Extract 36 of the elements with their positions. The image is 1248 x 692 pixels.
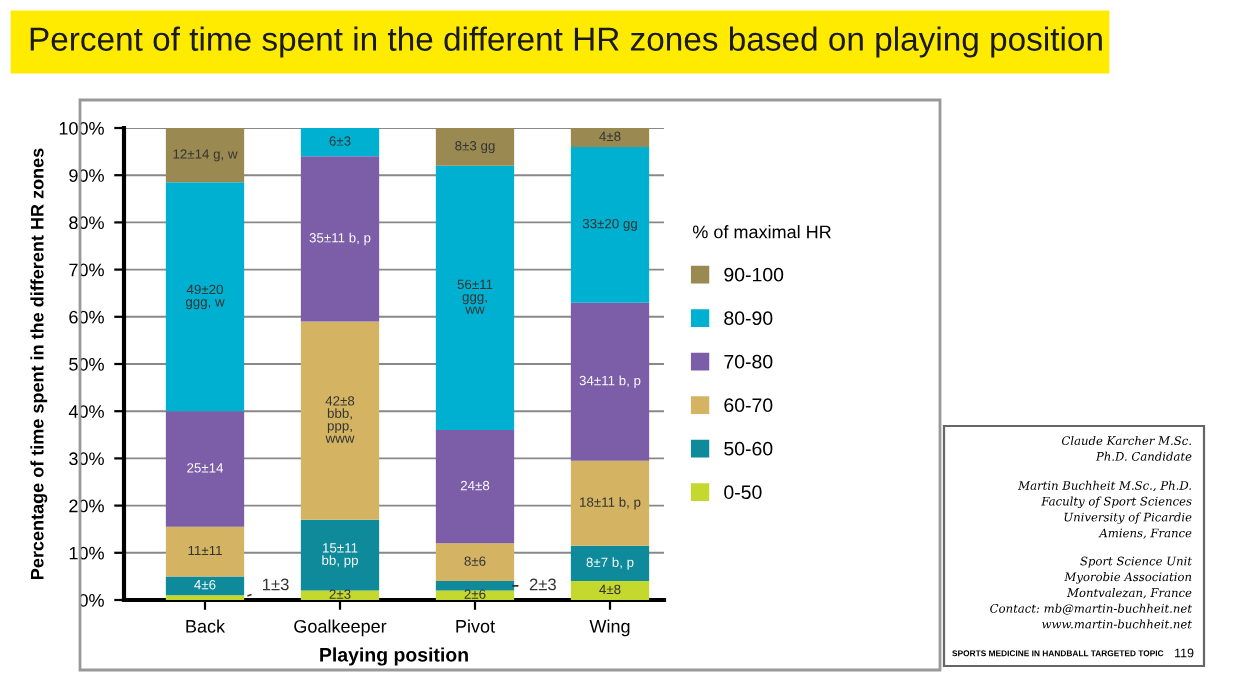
x-tick-label: Back (186, 619, 226, 633)
bar (165, 576, 245, 596)
bar (570, 581, 650, 600)
legend-label: 0-50 (724, 485, 762, 500)
data-label: 1±3 (262, 578, 289, 591)
bar (570, 460, 650, 546)
bar (300, 128, 380, 157)
bar (165, 128, 245, 183)
x-tick-label: Pivot (456, 619, 495, 633)
legend-label: 70-80 (724, 354, 773, 369)
bar (300, 519, 380, 591)
bar (435, 430, 515, 544)
bar (165, 411, 245, 527)
x-tick-label: Wing (589, 619, 630, 637)
bar (165, 182, 245, 412)
data-label: 2±3 (529, 578, 556, 591)
legend-title: % of maximal HR (692, 225, 831, 239)
bar (435, 165, 515, 431)
bar (300, 321, 380, 520)
legend-label: 60-70 (724, 398, 773, 413)
legend-label: 80-90 (724, 311, 773, 326)
bar (435, 543, 515, 582)
legend-label: 50-60 (724, 441, 773, 456)
x-axis-title: Playing position (320, 647, 468, 666)
bar (165, 526, 245, 577)
x-tick-label: Goalkeeper (294, 619, 387, 637)
bar (570, 545, 650, 582)
bar (570, 146, 650, 303)
bar (300, 156, 380, 322)
y-axis-title: Percentage of time spent in the different HR zones (30, 148, 48, 579)
chart-title: Percent of time spent in the different HR zones based on playing position (30, 26, 1102, 58)
legend-label: 90-100 (724, 267, 784, 282)
bar (570, 128, 650, 147)
bar (435, 128, 515, 166)
bar (570, 302, 650, 461)
bar (435, 581, 515, 591)
